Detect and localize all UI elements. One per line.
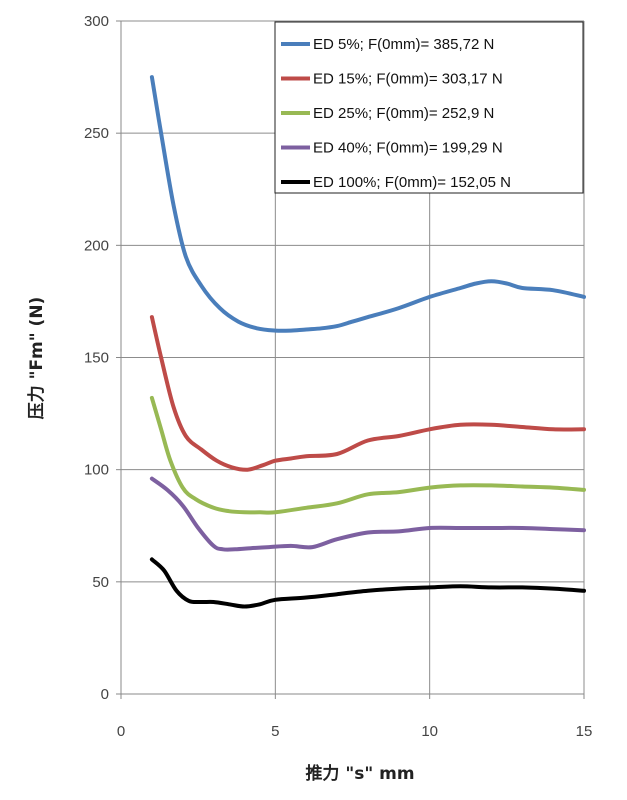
y-axis-title: 压力 "Fm" (N) — [26, 297, 47, 420]
y-tick-label: 100 — [84, 462, 109, 479]
series-line-4 — [149, 476, 586, 552]
y-tick-label: 150 — [84, 350, 109, 367]
x-tick-labels: 0 5 10 15 — [117, 694, 593, 740]
legend-entry-label: ED 15%; F(0mm)= 303,17 N — [313, 71, 503, 88]
y-tick-label: 250 — [84, 125, 109, 142]
y-tick-label: 50 — [92, 574, 109, 591]
x-tick-label: 0 — [117, 723, 125, 740]
legend-entry-label: ED 25%; F(0mm)= 252,9 N — [313, 105, 494, 122]
series-line-3 — [149, 395, 586, 515]
y-tick-labels: 0 50 100 150 200 250 300 — [84, 13, 121, 703]
legend-box — [274, 21, 584, 194]
x-tick-label: 5 — [271, 723, 279, 740]
legend-entry-label: ED 40%; F(0mm)= 199,29 N — [313, 140, 503, 157]
y-tick-label: 200 — [84, 237, 109, 254]
series-group — [149, 75, 586, 609]
y-tick-label: 0 — [101, 686, 109, 703]
y-tick-label: 300 — [84, 13, 109, 30]
legend: ED 5%; F(0mm)= 385,72 N ED 15%; F(0mm)= 3… — [274, 21, 584, 194]
legend-entry-label: ED 5%; F(0mm)= 385,72 N — [313, 36, 494, 53]
x-tick-label: 15 — [576, 723, 593, 740]
series-line-1 — [149, 75, 586, 333]
x-axis-title: 推力 "s" mm — [305, 763, 414, 784]
series-line-2 — [149, 315, 586, 472]
x-tick-label: 10 — [421, 723, 438, 740]
legend-entry-label: ED 100%; F(0mm)= 152,05 N — [313, 174, 511, 191]
series-line-5 — [149, 557, 586, 609]
